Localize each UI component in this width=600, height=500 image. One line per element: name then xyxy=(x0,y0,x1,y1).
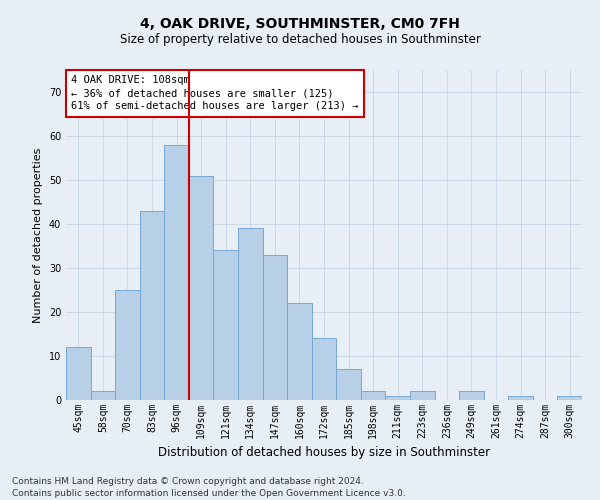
Text: 4 OAK DRIVE: 108sqm
← 36% of detached houses are smaller (125)
61% of semi-detac: 4 OAK DRIVE: 108sqm ← 36% of detached ho… xyxy=(71,75,359,112)
Bar xyxy=(164,145,189,400)
Bar xyxy=(410,391,434,400)
Bar xyxy=(508,396,533,400)
Bar xyxy=(385,396,410,400)
Y-axis label: Number of detached properties: Number of detached properties xyxy=(33,148,43,322)
Bar xyxy=(287,303,312,400)
Bar xyxy=(263,255,287,400)
Bar xyxy=(115,290,140,400)
Text: 4, OAK DRIVE, SOUTHMINSTER, CM0 7FH: 4, OAK DRIVE, SOUTHMINSTER, CM0 7FH xyxy=(140,18,460,32)
Bar xyxy=(189,176,214,400)
X-axis label: Distribution of detached houses by size in Southminster: Distribution of detached houses by size … xyxy=(158,446,490,460)
Bar xyxy=(238,228,263,400)
Bar xyxy=(336,369,361,400)
Bar xyxy=(459,391,484,400)
Text: Size of property relative to detached houses in Southminster: Size of property relative to detached ho… xyxy=(119,32,481,46)
Bar xyxy=(214,250,238,400)
Bar xyxy=(312,338,336,400)
Bar xyxy=(140,211,164,400)
Bar xyxy=(66,347,91,400)
Bar xyxy=(91,391,115,400)
Text: Contains HM Land Registry data © Crown copyright and database right 2024.
Contai: Contains HM Land Registry data © Crown c… xyxy=(12,476,406,498)
Bar xyxy=(557,396,582,400)
Bar xyxy=(361,391,385,400)
